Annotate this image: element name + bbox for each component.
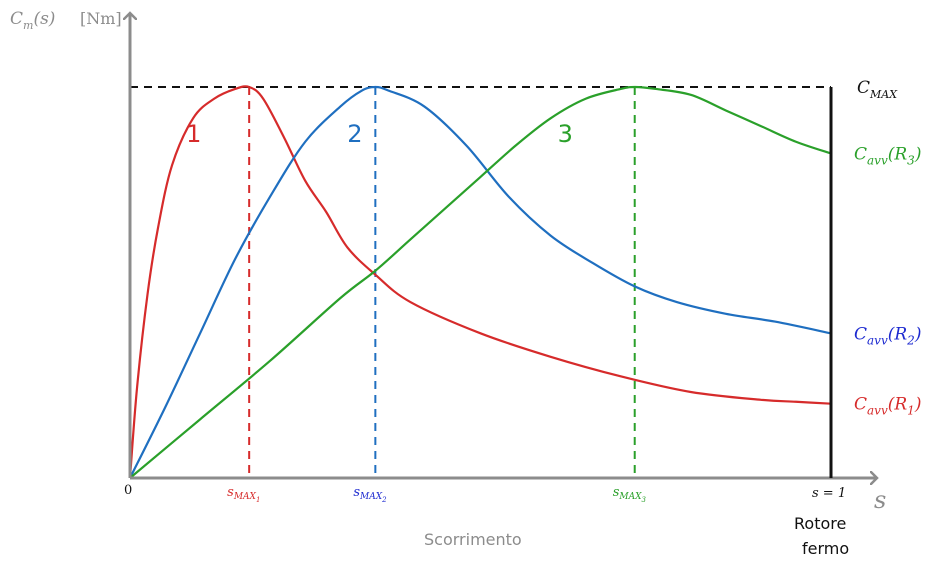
guides <box>130 86 831 478</box>
smax-label-1: sMAX1 <box>227 485 260 504</box>
y-axis-unit: [Nm] <box>80 9 122 28</box>
origin-label: 0 <box>124 483 132 498</box>
cmax-sub: MAX <box>869 88 898 101</box>
curves <box>128 85 832 479</box>
end-label-2: Cavv(R2) <box>854 324 921 347</box>
curve-number-3: 3 <box>558 120 573 148</box>
x-axis-symbol: s <box>874 486 886 514</box>
smax-label-2: sMAX2 <box>353 485 387 504</box>
stopped-rotor-label-1: Rotore <box>794 514 846 533</box>
y-axis-arg: (s) <box>33 9 55 29</box>
curve-number-1: 1 <box>186 120 201 148</box>
x-caption: Scorrimento <box>424 530 522 549</box>
curve-number-2: 2 <box>347 120 362 148</box>
y-axis-label: Cm(s) <box>10 9 55 32</box>
curve-3 <box>129 85 832 479</box>
end-label-3: Cavv(R3) <box>854 144 921 167</box>
s-end-label: s = 1 <box>812 486 846 501</box>
curve-1 <box>128 85 832 479</box>
curve-labels: 1 sMAX1 Cavv(R1) 2 sMAX2 Cavv(R2) 3 sMAX3 Cavv(R… <box>186 120 921 504</box>
curve-2 <box>129 85 832 479</box>
cmax-label: CMAX <box>857 78 898 101</box>
y-axis-symbol: C <box>10 9 23 29</box>
cmax-symbol: C <box>857 78 870 98</box>
y-axis-sub: m <box>23 19 33 32</box>
end-label-1: Cavv(R1) <box>854 395 921 418</box>
smax-label-3: sMAX3 <box>613 485 647 504</box>
stopped-rotor-label-2: fermo <box>802 539 849 558</box>
